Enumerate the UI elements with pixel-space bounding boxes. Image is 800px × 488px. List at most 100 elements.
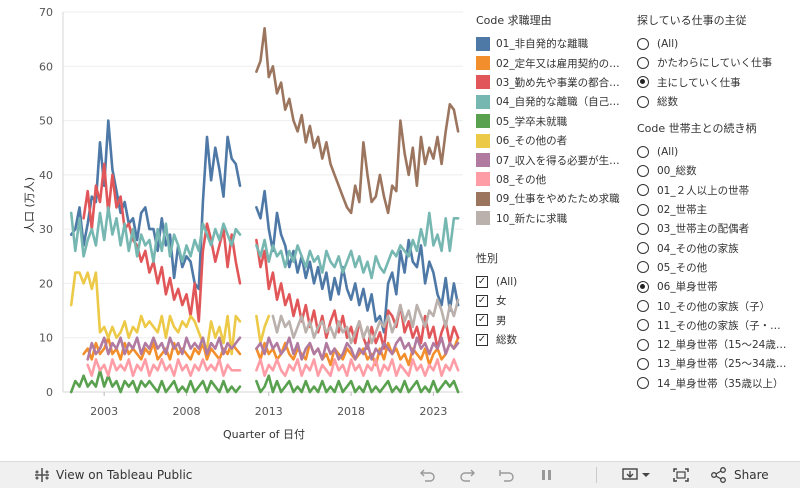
- radio-button[interactable]: [637, 319, 649, 332]
- radio-button[interactable]: [637, 203, 649, 216]
- radio-option-label: 03_世帯主の配偶者: [657, 223, 750, 236]
- series-line[interactable]: [82, 336, 242, 361]
- household-filter-option[interactable]: 02_世帯主: [637, 200, 799, 219]
- y-tick-label: 0: [46, 386, 53, 399]
- x-tick-label: 2023: [419, 405, 447, 418]
- radio-button[interactable]: [637, 242, 649, 255]
- radio-button[interactable]: [637, 261, 649, 274]
- pause-button[interactable]: [538, 468, 556, 482]
- series-line[interactable]: [255, 336, 460, 361]
- legend-label: 10_新たに求職: [496, 212, 568, 225]
- radio-button[interactable]: [637, 37, 649, 50]
- legend-swatch: [476, 114, 490, 129]
- household-filter-option[interactable]: 11_その他の家族（子・…: [637, 316, 799, 335]
- legend-swatch: [476, 75, 490, 90]
- radio-button[interactable]: [637, 222, 649, 235]
- legend-swatch: [476, 153, 490, 168]
- redo-button[interactable]: [458, 468, 476, 482]
- legend-item[interactable]: 03_勤め先や事業の都合…: [476, 73, 628, 92]
- radio-button[interactable]: [637, 145, 649, 158]
- legend-item[interactable]: 04_自発的な離職（自己…: [476, 92, 628, 111]
- radio-button[interactable]: [637, 377, 649, 390]
- household-filter: Code 世帯主との続き柄 (All) 00_総数 01_２人以上の世帯 02_世帯主…: [637, 120, 799, 393]
- gender-option-label: 総数: [496, 334, 517, 347]
- checkbox[interactable]: ✓: [476, 275, 488, 288]
- legend-item[interactable]: 06_その他の者: [476, 131, 628, 150]
- gender-option[interactable]: ✓ (All): [476, 272, 626, 291]
- household-filter-option[interactable]: 10_その他の家族（子）: [637, 296, 799, 315]
- share-button[interactable]: Share: [710, 467, 769, 483]
- series-line[interactable]: [69, 119, 242, 291]
- radio-button[interactable]: [637, 338, 649, 351]
- legend-item[interactable]: 05_学卒未就職: [476, 112, 628, 131]
- reason-legend: Code 求職理由 01_非自発的な離職 02_定年又は雇用契約の… 03_勤め先や…: [476, 12, 628, 228]
- undo-button[interactable]: [419, 468, 437, 482]
- series-line[interactable]: [69, 206, 242, 264]
- job-filter-option[interactable]: 総数: [637, 92, 797, 111]
- radio-button[interactable]: [637, 76, 649, 89]
- series-line[interactable]: [69, 271, 242, 356]
- radio-button[interactable]: [637, 357, 649, 370]
- household-filter-option[interactable]: 05_その他: [637, 258, 799, 277]
- legend-item[interactable]: 02_定年又は雇用契約の…: [476, 53, 628, 72]
- series-line[interactable]: [86, 336, 242, 361]
- job-filter-option[interactable]: 主にしていく仕事: [637, 73, 797, 92]
- checkbox[interactable]: ✓: [476, 314, 488, 327]
- radio-option-label: 総数: [657, 96, 678, 109]
- series-line[interactable]: [255, 189, 460, 334]
- legend-item[interactable]: 09_仕事をやめたため求職: [476, 189, 628, 208]
- share-icon: [711, 467, 726, 483]
- series-line[interactable]: [255, 26, 460, 215]
- view-on-tableau-label: View on Tableau Public: [56, 468, 193, 482]
- legend-item[interactable]: 08_その他: [476, 170, 628, 189]
- series-line[interactable]: [69, 368, 242, 394]
- household-filter-option[interactable]: 13_単身世帯（25〜34歳…: [637, 354, 799, 373]
- share-label: Share: [734, 468, 769, 482]
- fullscreen-button[interactable]: [672, 467, 690, 483]
- checkbox[interactable]: ✓: [476, 333, 488, 346]
- undo-icon: [420, 469, 435, 482]
- household-filter-option[interactable]: 14_単身世帯（35歳以上）: [637, 374, 799, 393]
- job-filter-option[interactable]: (All): [637, 34, 797, 53]
- revert-button[interactable]: [498, 468, 516, 482]
- legend-item[interactable]: 07_収入を得る必要が生…: [476, 150, 628, 169]
- radio-button[interactable]: [637, 164, 649, 177]
- household-filter-option[interactable]: (All): [637, 142, 799, 161]
- radio-button[interactable]: [637, 280, 649, 293]
- household-filter-option[interactable]: 12_単身世帯（15〜24歳…: [637, 335, 799, 354]
- series-line[interactable]: [255, 314, 271, 345]
- radio-option-label: (All): [657, 37, 679, 50]
- radio-button[interactable]: [637, 300, 649, 313]
- checkbox[interactable]: ✓: [476, 294, 488, 307]
- series-line[interactable]: [255, 238, 460, 350]
- legend-title: Code 求職理由: [476, 14, 552, 27]
- series-line[interactable]: [82, 162, 242, 323]
- radio-button[interactable]: [637, 184, 649, 197]
- line-chart: 0 10 20 30 40 50 60 70 2003 2008 2013 2018 2023 人口 (…: [23, 6, 463, 441]
- series-line[interactable]: [255, 374, 460, 394]
- radio-option-label: (All): [657, 145, 679, 158]
- gender-option[interactable]: ✓ 女: [476, 291, 626, 310]
- radio-option-label: 01_２人以上の世帯: [657, 184, 750, 197]
- download-button[interactable]: [622, 467, 652, 483]
- household-filter-option[interactable]: 01_２人以上の世帯: [637, 181, 799, 200]
- household-filter-option[interactable]: 00_総数: [637, 161, 799, 180]
- radio-option-label: 00_総数: [657, 165, 697, 178]
- household-filter-option[interactable]: 06_単身世帯: [637, 277, 799, 296]
- job-filter-option[interactable]: かたわらにしていく仕事: [637, 53, 797, 72]
- legend-swatch: [476, 56, 490, 71]
- gender-option[interactable]: ✓ 総数: [476, 330, 626, 349]
- y-tick-label: 30: [39, 223, 53, 236]
- household-filter-option[interactable]: 03_世帯主の配偶者: [637, 219, 799, 238]
- series-line[interactable]: [271, 298, 460, 345]
- series-line[interactable]: [255, 211, 460, 280]
- legend-item[interactable]: 10_新たに求職: [476, 209, 628, 228]
- household-filter-option[interactable]: 04_その他の家族: [637, 238, 799, 257]
- view-on-tableau-button[interactable]: View on Tableau Public: [34, 467, 192, 483]
- radio-button[interactable]: [637, 95, 649, 108]
- series-line[interactable]: [255, 358, 460, 378]
- series-line[interactable]: [86, 358, 242, 378]
- radio-button[interactable]: [637, 56, 649, 69]
- legend-item[interactable]: 01_非自発的な離職: [476, 34, 628, 53]
- gender-option[interactable]: ✓ 男: [476, 311, 626, 330]
